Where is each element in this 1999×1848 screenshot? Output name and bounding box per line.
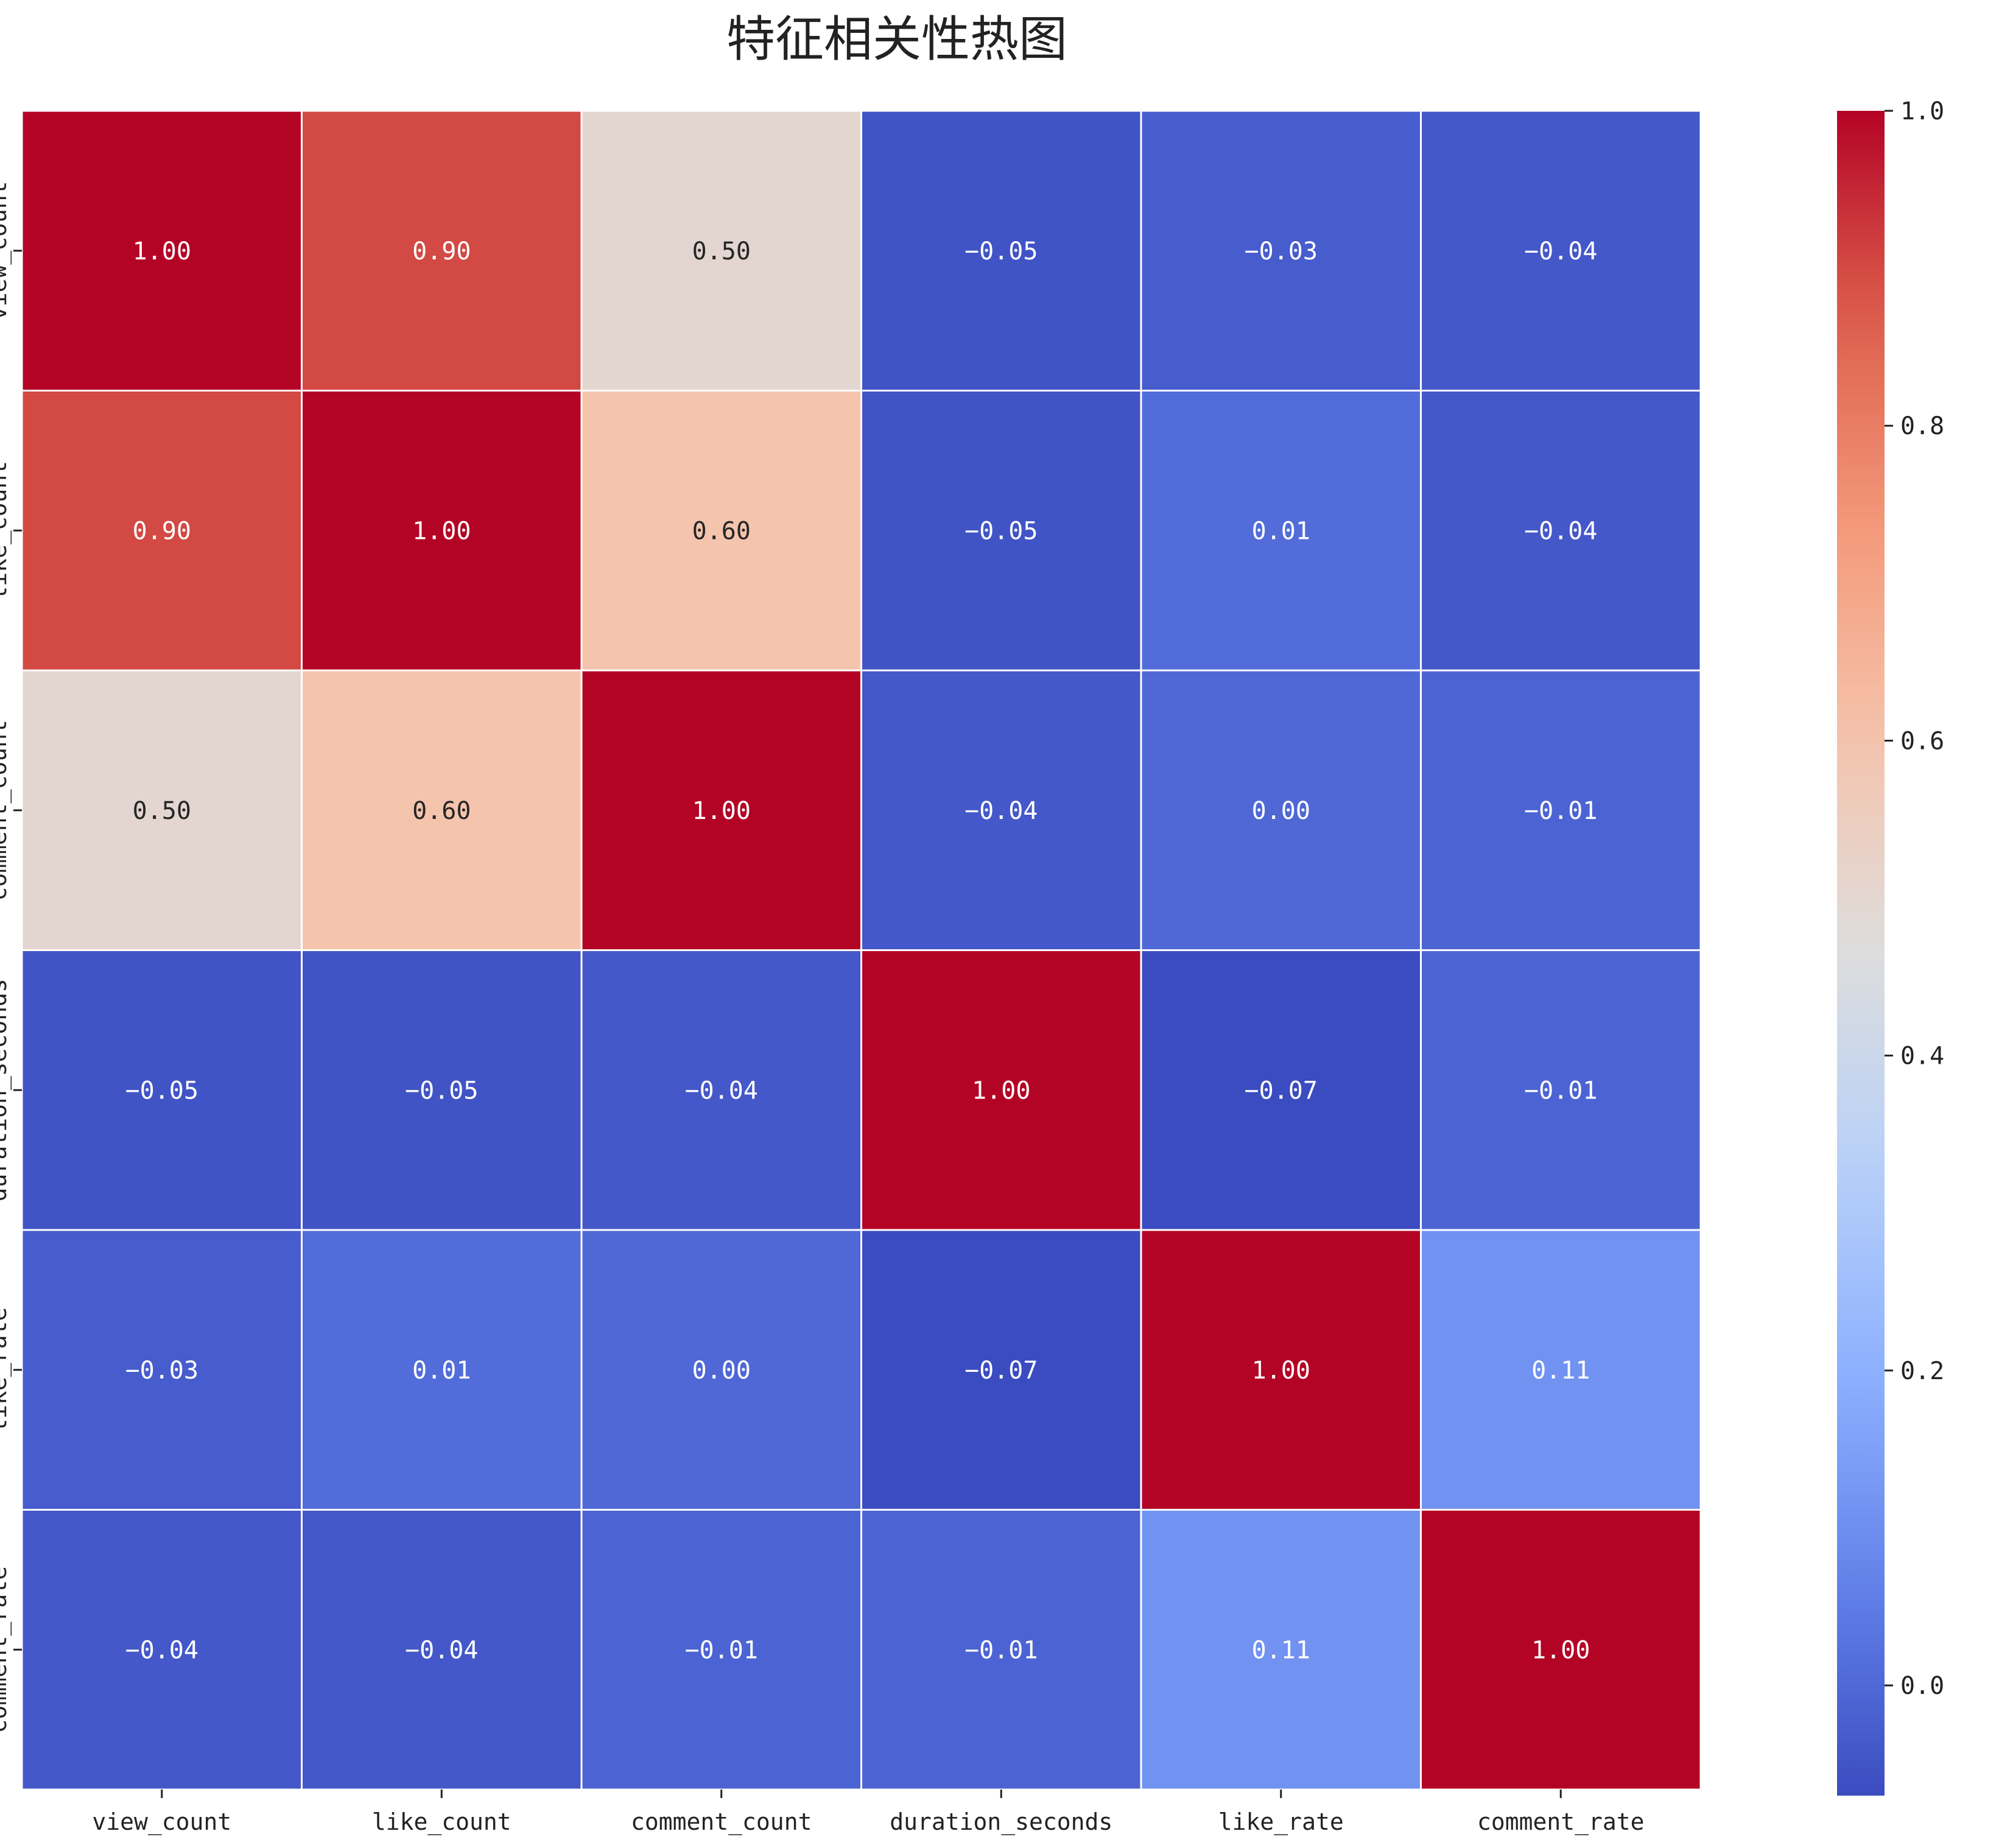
heatmap-cell-3-3 [860, 949, 1142, 1231]
colorbar-tick-label: 0.0 [1900, 1672, 1944, 1700]
heatmap-cell-3-4 [1140, 949, 1422, 1231]
heatmap-cell-1-0 [21, 390, 303, 672]
cell-value-label: 1.00 [412, 517, 471, 545]
heatmap-cell-0-1 [301, 110, 583, 392]
cell-value-label: 1.00 [972, 1077, 1030, 1105]
heatmap-cell-4-0 [21, 1229, 303, 1511]
heatmap-cell-4-5 [1420, 1229, 1702, 1511]
cell-value-label: −0.05 [125, 1077, 198, 1105]
colorbar-tick-label: 0.6 [1900, 727, 1944, 755]
cell-value-label: −0.05 [964, 237, 1038, 265]
cell-value-label: 0.01 [412, 1357, 471, 1385]
heatmap-cell-0-0 [21, 110, 303, 392]
cell-value-label: −0.04 [1524, 237, 1597, 265]
x-tick-label: duration_seconds [890, 1808, 1112, 1836]
heatmap-cell-2-3 [860, 669, 1142, 951]
cell-value-label: −0.01 [1524, 797, 1597, 825]
heatmap-cell-3-2 [580, 949, 862, 1231]
cell-value-label: 0.60 [412, 797, 471, 825]
heatmap-cell-1-3 [860, 390, 1142, 672]
heatmap-cell-1-5 [1420, 390, 1702, 672]
cell-value-label: 0.00 [1252, 797, 1310, 825]
heatmap-cell-5-5 [1420, 1509, 1702, 1791]
cell-value-label: 1.00 [133, 237, 191, 265]
x-tick-label: like_count [372, 1808, 511, 1836]
x-tick-label: comment_count [631, 1808, 812, 1836]
cell-value-label: 1.00 [1252, 1357, 1310, 1385]
cell-value-label: 1.00 [1531, 1636, 1590, 1664]
colorbar-tick-label: 0.8 [1900, 412, 1944, 440]
cell-value-label: −0.04 [685, 1077, 758, 1105]
cell-value-label: −0.07 [964, 1357, 1038, 1385]
cell-value-label: −0.04 [1524, 517, 1597, 545]
heatmap-cell-0-4 [1140, 110, 1422, 392]
x-tick-label: view_count [92, 1808, 231, 1836]
cell-value-label: 0.50 [133, 797, 191, 825]
cell-value-label: −0.04 [125, 1636, 198, 1664]
heatmap-cell-2-4 [1140, 669, 1422, 951]
heatmap-cell-labels: 1.00 0.90 0.50 −0.05 −0.03 −0.04 0.90 1.00 0.60 −… [125, 237, 1598, 1665]
heatmap-cell-3-0 [21, 949, 303, 1231]
colorbar-tick-label: 0.2 [1900, 1357, 1944, 1385]
cell-value-label: −0.04 [964, 797, 1038, 825]
heatmap-cell-5-4 [1140, 1509, 1422, 1791]
cell-value-label: 0.01 [1252, 517, 1310, 545]
heatmap-cell-5-3 [860, 1509, 1142, 1791]
colorbar-tick-label: 0.4 [1900, 1042, 1944, 1070]
heatmap-cell-4-2 [580, 1229, 862, 1511]
heatmap-cell-5-0 [21, 1509, 303, 1791]
y-tick-label: comment_rate [0, 1566, 12, 1734]
cell-value-label: −0.01 [685, 1636, 758, 1664]
cell-value-label: −0.05 [964, 517, 1038, 545]
heatmap-cell-2-2 [580, 669, 862, 951]
heatmap-cell-2-5 [1420, 669, 1702, 951]
heatmap-cells [21, 110, 1702, 1791]
colorbar: 0.0 0.2 0.4 0.6 0.8 1.0 [1837, 97, 1944, 1796]
cell-value-label: −0.05 [405, 1077, 478, 1105]
y-tick-label: view_count [0, 181, 12, 320]
heatmap-cell-0-5 [1420, 110, 1702, 392]
cell-value-label: 0.90 [412, 237, 471, 265]
cell-value-label: −0.03 [1245, 237, 1318, 265]
heatmap-cell-3-5 [1420, 949, 1702, 1231]
cell-value-label: −0.01 [1524, 1077, 1597, 1105]
colorbar-tick-label: 1.0 [1900, 97, 1944, 125]
y-tick-label: duration_seconds [0, 978, 12, 1201]
y-tick-label: like_rate [0, 1307, 12, 1433]
y-tick-label: like_count [0, 461, 12, 600]
heatmap-cell-4-3 [860, 1229, 1142, 1511]
cell-value-label: −0.01 [964, 1636, 1038, 1664]
y-axis: view_count like_count comment_countduratio… [0, 181, 22, 1734]
heatmap-cell-0-3 [860, 110, 1142, 392]
y-tick-label: comment_count [0, 720, 12, 901]
heatmap-cell-2-1 [301, 669, 583, 951]
cell-value-label: 0.11 [1531, 1357, 1590, 1385]
cell-value-label: 0.00 [692, 1357, 751, 1385]
heatmap-cell-0-2 [580, 110, 862, 392]
x-tick-label: like_rate [1218, 1808, 1344, 1836]
cell-value-label: 0.90 [133, 517, 191, 545]
cell-value-label: 0.50 [692, 237, 751, 265]
x-axis: view_count like_count comment_count duratio… [92, 1790, 1645, 1836]
x-tick-label: comment_rate [1477, 1808, 1645, 1836]
cell-value-label: 0.11 [1252, 1636, 1310, 1664]
heatmap-cell-1-1 [301, 390, 583, 672]
heatmap-cell-2-0 [21, 669, 303, 951]
colorbar-gradient [1837, 111, 1885, 1796]
cell-value-label: 0.60 [692, 517, 751, 545]
heatmap-cell-3-1 [301, 949, 583, 1231]
cell-value-label: −0.07 [1245, 1077, 1318, 1105]
cell-value-label: −0.03 [125, 1357, 198, 1385]
chart-title: 特征相关性热图 [726, 11, 1067, 68]
cell-value-label: −0.04 [405, 1636, 478, 1664]
cell-value-label: 1.00 [692, 797, 751, 825]
heatmap-cell-4-4 [1140, 1229, 1422, 1511]
